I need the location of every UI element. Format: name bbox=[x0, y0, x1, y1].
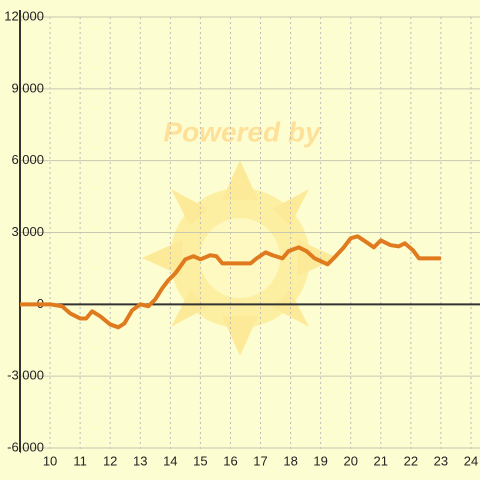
x-tick-label: 21 bbox=[374, 453, 388, 468]
x-tick-label: 15 bbox=[193, 453, 207, 468]
y-tick-label: -3,000 bbox=[7, 368, 44, 383]
y-tick-label: 9,000 bbox=[11, 80, 44, 95]
watermark-logo bbox=[142, 160, 338, 356]
x-tick-label: 18 bbox=[283, 453, 297, 468]
x-tick-label: 10 bbox=[43, 453, 57, 468]
data-line bbox=[20, 234, 441, 330]
y-tick-label: 12,000 bbox=[4, 8, 44, 23]
x-tick-label: 20 bbox=[343, 453, 357, 468]
y-tick-label: 3,000 bbox=[11, 224, 44, 239]
watermark-text: Powered by bbox=[163, 116, 322, 147]
y-tick-label: 6,000 bbox=[11, 152, 44, 167]
x-tick-label: 24 bbox=[464, 453, 478, 468]
x-tick-label: 13 bbox=[133, 453, 147, 468]
x-tick-label: 23 bbox=[434, 453, 448, 468]
x-tick-label: 22 bbox=[404, 453, 418, 468]
x-tick-label: 16 bbox=[223, 453, 237, 468]
x-tick-label: 11 bbox=[73, 453, 87, 468]
x-tick-label: 17 bbox=[253, 453, 267, 468]
x-tick-label: 12 bbox=[103, 453, 117, 468]
x-tick-label: 19 bbox=[313, 453, 327, 468]
x-tick-label: 14 bbox=[163, 453, 177, 468]
y-tick-label: -6,000 bbox=[7, 439, 44, 454]
